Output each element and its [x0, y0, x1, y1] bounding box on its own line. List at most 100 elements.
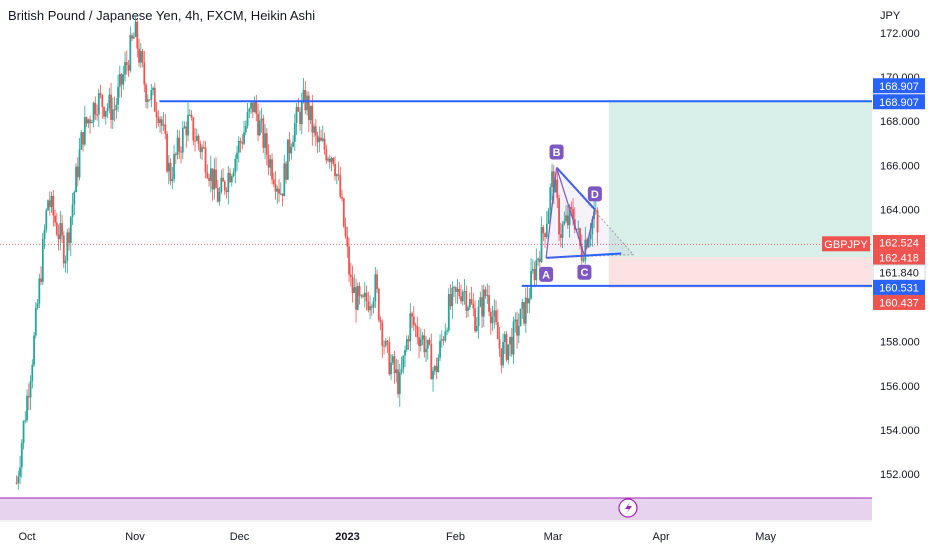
candle-body: [272, 179, 275, 185]
candle-body: [145, 84, 147, 102]
candle-body: [311, 105, 314, 133]
candle-body: [509, 336, 511, 345]
candle-body: [206, 172, 209, 178]
candle-body: [591, 218, 594, 235]
symbol-tag: [822, 236, 870, 252]
candle-body: [222, 177, 224, 182]
candle-body: [549, 187, 552, 211]
candle-body: [87, 119, 90, 124]
candle-body: [577, 228, 580, 230]
candle-body: [356, 285, 359, 310]
candle-body: [489, 311, 492, 324]
candle-body: [45, 210, 48, 230]
candle-body: [404, 349, 406, 356]
candle-body: [421, 335, 424, 340]
candle-body: [47, 200, 49, 211]
candle-body: [521, 302, 524, 309]
candle-body: [160, 119, 163, 126]
candle-body: [293, 123, 296, 142]
candle-body: [288, 139, 291, 154]
candle-body: [19, 467, 21, 477]
candle-body: [52, 195, 55, 216]
lightning-bolt: [625, 502, 632, 514]
candle-body: [34, 307, 37, 336]
candle-body: [300, 100, 303, 125]
candle-body: [258, 120, 261, 136]
pattern-point-b-label: B: [553, 147, 561, 159]
price-tag: [873, 94, 925, 110]
candle-body: [390, 362, 392, 375]
candle-body: [335, 174, 338, 177]
y-tick-label: 168.000: [880, 116, 920, 128]
candle-body: [167, 162, 170, 172]
candle-body: [257, 114, 259, 136]
candle-body: [31, 364, 34, 382]
candle-body: [148, 99, 151, 101]
candle-body: [344, 226, 347, 237]
bottom-pane: [0, 498, 872, 520]
candle-body: [59, 223, 62, 240]
candle-body: [64, 260, 67, 264]
candle-body: [570, 206, 573, 210]
chart-title: British Pound / Japanese Yen, 4h, FXCM, …: [8, 8, 316, 23]
candle-body: [225, 190, 228, 192]
candle-body: [159, 119, 161, 124]
candle-body: [580, 245, 583, 261]
candle-body: [552, 171, 555, 193]
candle-body: [150, 89, 153, 100]
candle-body: [265, 133, 268, 155]
candle-body: [565, 215, 567, 222]
candle-body: [66, 232, 69, 261]
candle-body: [530, 270, 532, 299]
candle-body: [507, 344, 510, 360]
candle-body: [29, 381, 32, 398]
candle-body: [307, 95, 310, 120]
candle-body: [152, 87, 154, 90]
candle-body: [246, 112, 249, 126]
candle-body: [470, 299, 473, 304]
candle-body: [183, 126, 186, 128]
candle-body: [262, 118, 265, 148]
candle-body: [62, 235, 65, 264]
candle-body: [211, 168, 214, 190]
candle-body: [234, 158, 237, 173]
candle-body: [582, 260, 585, 262]
candle-body: [239, 140, 242, 143]
candle-body: [556, 179, 559, 199]
candle-body: [155, 111, 158, 118]
price-tag-label: 160.437: [879, 297, 919, 309]
candle-body: [327, 158, 329, 161]
candle-body: [73, 191, 76, 205]
candle-body: [339, 175, 342, 197]
candle-body: [103, 107, 105, 117]
pattern-point-b-marker: [549, 144, 564, 160]
candle-body: [526, 297, 529, 304]
candle-body: [484, 289, 487, 296]
candle-body: [54, 215, 56, 223]
y-tick-label: 164.000: [880, 204, 920, 216]
candle-body: [82, 132, 84, 145]
y-tick-label: 172.000: [880, 28, 920, 40]
candle-body: [323, 138, 326, 150]
candle-body: [187, 114, 189, 136]
candle-body: [461, 291, 464, 302]
candle-body: [24, 420, 27, 422]
candle-body: [164, 124, 167, 134]
candle-body: [20, 443, 23, 468]
candle-body: [40, 278, 42, 282]
candle-body: [195, 135, 198, 141]
candle-body: [50, 195, 53, 208]
candle-body: [561, 224, 564, 238]
candle-body: [269, 159, 272, 168]
candle-body: [76, 166, 79, 178]
candle-body: [134, 21, 137, 37]
x-tick-label: Feb: [446, 531, 465, 543]
candle-body: [38, 278, 41, 304]
candle-body: [383, 345, 385, 347]
candle-body: [369, 306, 371, 311]
candle-body: [325, 149, 328, 161]
pattern-point-c-label: C: [580, 267, 588, 279]
price-tag: [873, 234, 925, 250]
candle-body: [496, 322, 499, 340]
